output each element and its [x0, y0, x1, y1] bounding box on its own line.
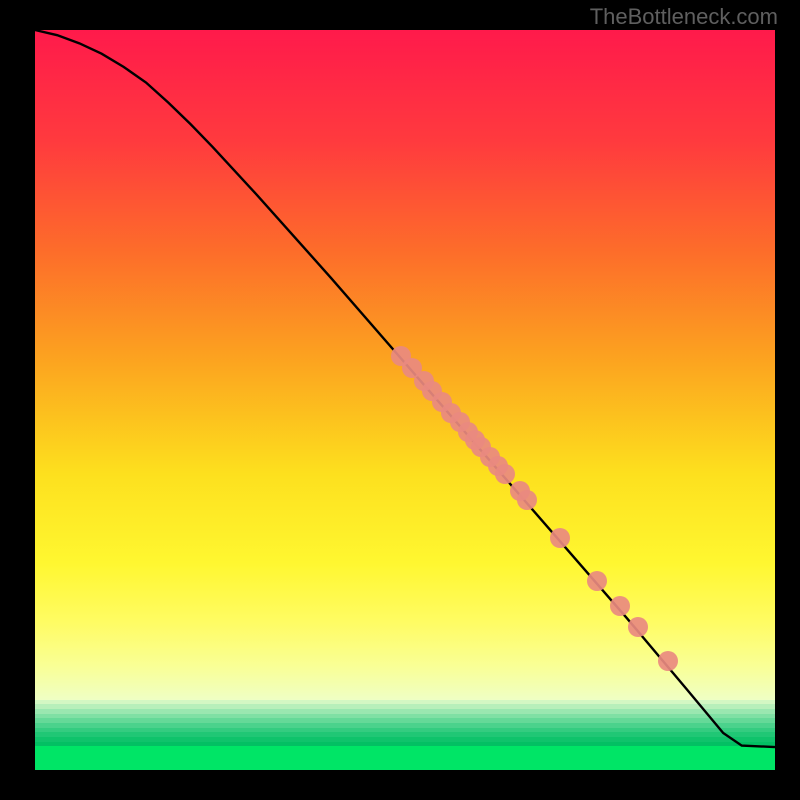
data-marker	[517, 490, 537, 510]
data-marker	[550, 528, 570, 548]
chart-stage: TheBottleneck.com	[0, 0, 800, 800]
data-marker	[628, 617, 648, 637]
watermark-text: TheBottleneck.com	[590, 4, 778, 30]
data-marker	[658, 651, 678, 671]
plot-area	[35, 30, 775, 770]
data-marker	[610, 596, 630, 616]
bottleneck-curve	[35, 30, 775, 747]
data-marker	[587, 571, 607, 591]
data-marker	[495, 464, 515, 484]
